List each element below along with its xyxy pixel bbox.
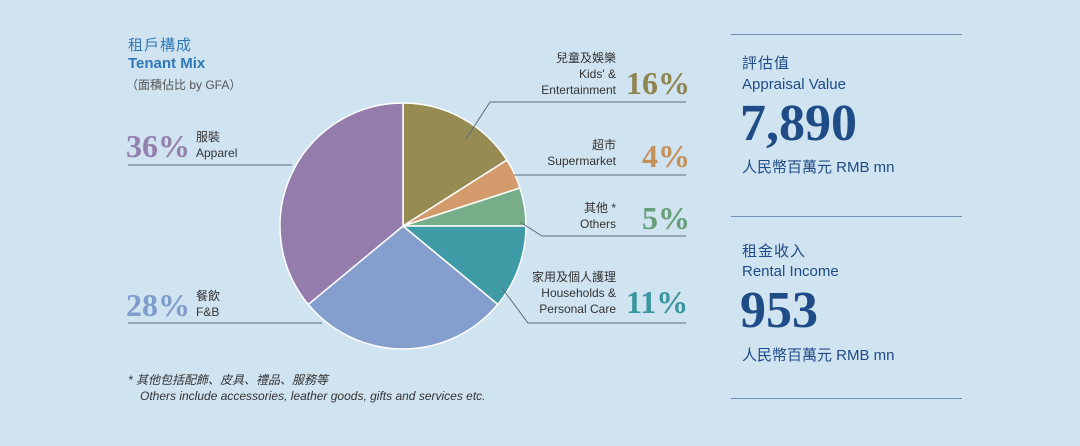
label-households-en1: Households & [541, 286, 616, 300]
leader-line-households [501, 287, 686, 324]
footnote-en: Others include accessories, leather good… [140, 389, 486, 403]
label-households-cn: 家用及個人護理 [531, 270, 616, 284]
pct-apparel: 36% [126, 128, 190, 164]
kpi-appraisal-unit: 人民幣百萬元 RMB mn [742, 159, 895, 176]
label-others: 其他 * Others [466, 200, 616, 232]
pct-households: 11% [626, 284, 689, 320]
label-apparel-cn: 服裝 [196, 130, 221, 144]
label-households: 家用及個人護理 Households & Personal Care [456, 269, 616, 317]
pie-slice-apparel [279, 102, 404, 306]
label-supermarket-en: Supermarket [547, 154, 616, 168]
chart-subtitle: （面積佔比 by GFA） [126, 78, 242, 92]
label-others-cn: 其他 * [583, 201, 616, 215]
label-kids-cn: 兒童及娛樂 [555, 51, 616, 65]
label-others-en: Others [579, 217, 616, 231]
pct-fnb: 28% [126, 287, 190, 323]
leader-line-kids [465, 101, 686, 140]
kpi-rental-unit: 人民幣百萬元 RMB mn [742, 347, 895, 364]
chart-title-en: Tenant Mix [128, 55, 206, 72]
pie-slice-kids [402, 102, 508, 228]
label-apparel-en: Apparel [196, 146, 238, 160]
kpi-appraisal-cn: 評估值 [742, 55, 791, 72]
kpi-appraisal-en: Appraisal Value [742, 76, 846, 93]
kpi-divider-top [731, 34, 962, 35]
kpi-divider-bottom [731, 398, 962, 399]
kpi-rental-cn: 租金收入 [742, 243, 807, 260]
label-fnb-cn: 餐飲 [196, 289, 221, 303]
label-fnb-en: F&B [196, 305, 220, 319]
label-kids-en1: Kids' & [579, 67, 616, 81]
kpi-rental-en: Rental Income [742, 263, 839, 280]
pct-supermarket: 4% [642, 138, 690, 174]
leader-line-others [519, 221, 686, 237]
pct-others: 5% [642, 200, 690, 236]
label-households-en2: Personal Care [539, 302, 616, 316]
pie-slice-households [400, 225, 527, 306]
footnote-cn: * 其他包括配飾、皮具、禮品、服務等 [128, 373, 329, 387]
label-supermarket-cn: 超市 [591, 138, 616, 152]
kpi-appraisal-value: 7,890 [740, 95, 857, 152]
kpi-rental-value: 953 [740, 282, 818, 339]
label-kids-en2: Entertainment [541, 83, 616, 97]
chart-title-cn: 租戶構成 [128, 37, 193, 54]
kpi-divider-middle [731, 216, 962, 217]
pie-slice-fnb [307, 225, 499, 350]
label-supermarket: 超市 Supermarket [466, 137, 616, 169]
label-apparel: 服裝 Apparel [196, 129, 237, 161]
label-fnb: 餐飲 F&B [196, 288, 220, 320]
pct-kids: 16% [626, 65, 690, 101]
label-kids: 兒童及娛樂 Kids' & Entertainment [466, 50, 616, 98]
